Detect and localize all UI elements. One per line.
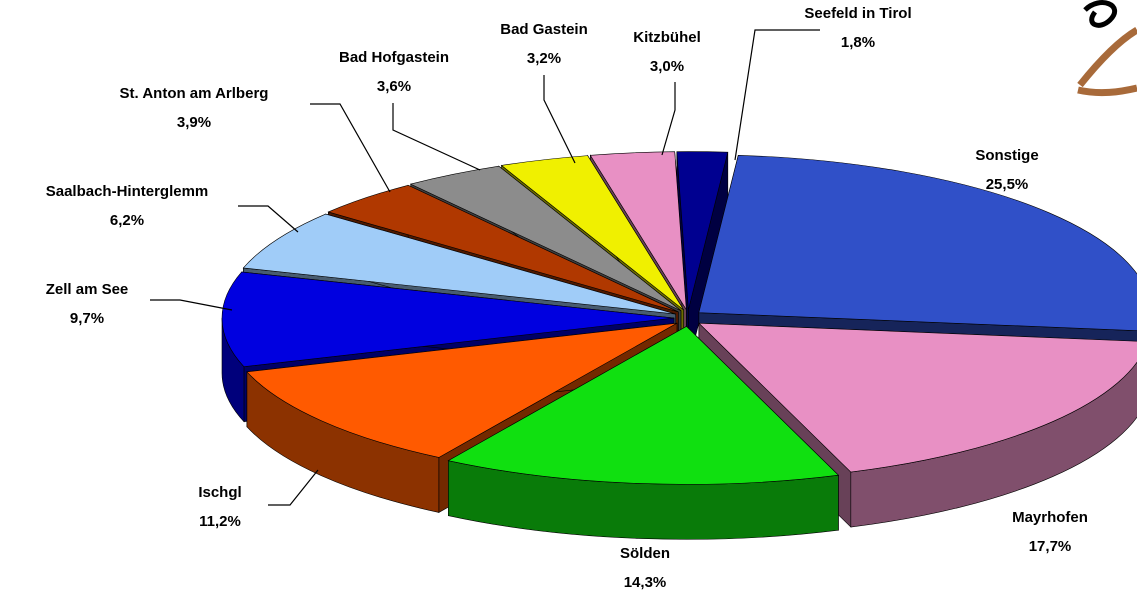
slice-label: Seefeld in Tirol [804, 5, 911, 22]
leader-line [268, 469, 319, 506]
value-label: 25,5% [986, 176, 1029, 193]
pie [221, 151, 1137, 540]
logo-stroke [1083, 0, 1118, 28]
slice-top [327, 184, 679, 313]
slice [447, 325, 840, 540]
labels: Sonstige 25,5% Mayrhofen 17,7% Sölden 14,3% Is… [46, 5, 1088, 591]
value-label: 14,3% [624, 574, 667, 591]
value-label: 3,9% [177, 114, 211, 131]
value-label: 3,6% [377, 78, 411, 95]
slice-label: St. Anton am Arlberg [120, 85, 269, 102]
leader-line [310, 103, 391, 193]
value-label: 17,7% [1029, 538, 1072, 555]
slice-top [676, 151, 729, 310]
slice-top [698, 154, 1137, 332]
slice-label: Zell am See [46, 281, 129, 298]
slice-label: Ischgl [198, 484, 241, 501]
slice-label: Bad Hofgastein [339, 49, 449, 66]
slice-top [242, 213, 676, 315]
leader-line [734, 29, 820, 161]
leader-line [661, 82, 676, 156]
value-label: 1,8% [841, 34, 875, 51]
decoration [1077, 0, 1137, 97]
value-label: 3,2% [527, 50, 561, 67]
logo-stroke [1077, 26, 1137, 97]
value-label: 3,0% [650, 58, 684, 75]
leader-line [392, 103, 481, 171]
leader-line [238, 205, 299, 233]
slice-top [221, 271, 675, 368]
slice-top [589, 151, 687, 310]
slice-label: Kitzbühel [633, 29, 701, 46]
slice-label: Bad Gastein [500, 21, 588, 38]
slice-top [409, 165, 682, 312]
slice-label: Mayrhofen [1012, 509, 1088, 526]
slice-top [246, 322, 678, 458]
leader-line [543, 75, 576, 164]
slice-top [500, 155, 684, 311]
slice-label: Sölden [620, 545, 670, 562]
value-label: 6,2% [110, 212, 144, 229]
slice-label: Saalbach-Hinterglemm [46, 183, 209, 200]
slice [698, 322, 1137, 528]
slice-top [447, 325, 840, 485]
slice-label: Sonstige [975, 147, 1038, 164]
leader-line [150, 299, 233, 311]
value-label: 9,7% [70, 310, 104, 327]
value-label: 11,2% [199, 513, 241, 530]
